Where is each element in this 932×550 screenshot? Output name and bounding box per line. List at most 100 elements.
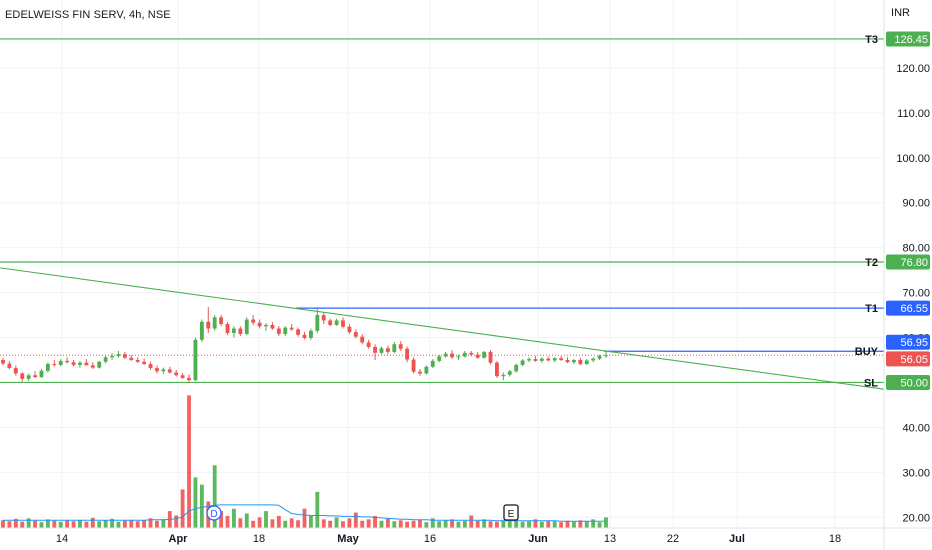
volume-bar xyxy=(514,520,519,528)
candle-body xyxy=(7,363,12,369)
trendline[interactable] xyxy=(0,267,885,390)
price-tick-label: 20.00 xyxy=(902,512,930,524)
volume-bar xyxy=(334,517,339,528)
candle xyxy=(264,323,268,331)
price-tick-label: 30.00 xyxy=(902,467,930,479)
volume-bar xyxy=(84,521,89,528)
candle-body xyxy=(97,361,102,368)
volume-bar xyxy=(251,520,256,528)
candle-body xyxy=(347,326,352,333)
volume-bar xyxy=(97,521,102,528)
event-marker-d[interactable]: D xyxy=(206,505,222,521)
candle-body xyxy=(334,320,339,325)
level-badge-t1-bg xyxy=(886,300,930,316)
volume-bar xyxy=(270,519,275,528)
symbol-title[interactable]: EDELWEISS FIN SERV, 4h, NSE xyxy=(5,9,171,21)
candle xyxy=(161,367,166,374)
volume-bar xyxy=(212,465,217,528)
volume-bar xyxy=(155,520,159,528)
candle-body xyxy=(26,375,31,379)
price-axis[interactable]: 120.00110.00100.0090.0080.0070.0060.0050… xyxy=(883,0,930,550)
volume-bar xyxy=(180,489,185,528)
candle xyxy=(604,351,608,358)
candle-body xyxy=(206,321,211,329)
candle-body xyxy=(597,355,602,359)
candle-body xyxy=(129,357,134,360)
candle-body xyxy=(187,377,191,381)
candle xyxy=(565,357,570,364)
candle xyxy=(206,306,211,334)
candle xyxy=(418,368,422,376)
candle-body xyxy=(469,352,474,355)
time-tick-label: Jul xyxy=(729,533,745,545)
candle-body xyxy=(78,362,82,365)
candle-body xyxy=(533,359,538,361)
volume-bar xyxy=(527,521,531,528)
volume-bar xyxy=(411,520,416,528)
candle-body xyxy=(142,361,147,365)
dividend-marker-text: D xyxy=(210,509,217,520)
candle xyxy=(315,306,320,334)
candle-body xyxy=(84,362,89,366)
volume-bar xyxy=(296,520,301,528)
candle xyxy=(385,345,390,355)
candle-body xyxy=(321,315,326,321)
candle xyxy=(116,351,121,358)
candle xyxy=(495,360,499,378)
candle xyxy=(232,326,236,338)
candle-body xyxy=(507,371,512,375)
candle xyxy=(527,357,531,363)
volume-bar xyxy=(443,520,448,528)
volume-bar xyxy=(475,520,480,528)
candle-body xyxy=(116,354,121,356)
level-label-sl: SL xyxy=(864,377,878,389)
candle xyxy=(302,332,307,340)
candle-body xyxy=(219,317,224,325)
candle-body xyxy=(443,353,448,357)
volume-bar xyxy=(110,518,114,528)
candle xyxy=(244,317,249,336)
dividend-marker-circle xyxy=(206,505,222,521)
candle-body xyxy=(411,359,416,372)
volume-bar xyxy=(193,477,198,528)
candle xyxy=(167,366,172,374)
candle xyxy=(180,373,185,379)
candle-body xyxy=(559,358,564,360)
time-axis[interactable]: 14 Apr 18 May 16 Jun 13 22 Jul 18 xyxy=(0,527,932,545)
level-label-t2: T2 xyxy=(865,257,878,269)
volume-bar xyxy=(565,520,570,528)
candle xyxy=(379,346,384,355)
volume-bar xyxy=(469,515,474,528)
candle xyxy=(533,355,538,362)
candle-body xyxy=(155,368,159,372)
candle xyxy=(572,359,576,365)
candle-body xyxy=(315,315,320,331)
candle xyxy=(103,355,108,364)
level-badge-t2-bg xyxy=(886,254,930,270)
candle xyxy=(26,373,31,382)
candle xyxy=(289,324,294,331)
candle-body xyxy=(328,320,333,325)
descending-trendline xyxy=(0,267,885,390)
level-badge-buy: 56.95 xyxy=(900,337,928,349)
volume-bar xyxy=(366,519,371,528)
price-levels xyxy=(0,38,884,384)
candle xyxy=(308,328,313,340)
currency-label: INR xyxy=(891,7,910,19)
candle-body xyxy=(122,354,127,358)
candle-body xyxy=(296,329,301,335)
candle-body xyxy=(302,334,307,338)
candle xyxy=(559,355,564,361)
candle xyxy=(507,369,512,377)
event-marker-e[interactable]: E xyxy=(503,504,519,521)
volume-bars xyxy=(1,395,608,528)
candle-body xyxy=(527,359,531,361)
candle xyxy=(212,315,217,331)
candle xyxy=(501,372,506,381)
candle-body xyxy=(244,319,249,334)
volume-bar xyxy=(385,518,390,528)
candle xyxy=(488,350,493,365)
candle-body xyxy=(424,366,429,374)
